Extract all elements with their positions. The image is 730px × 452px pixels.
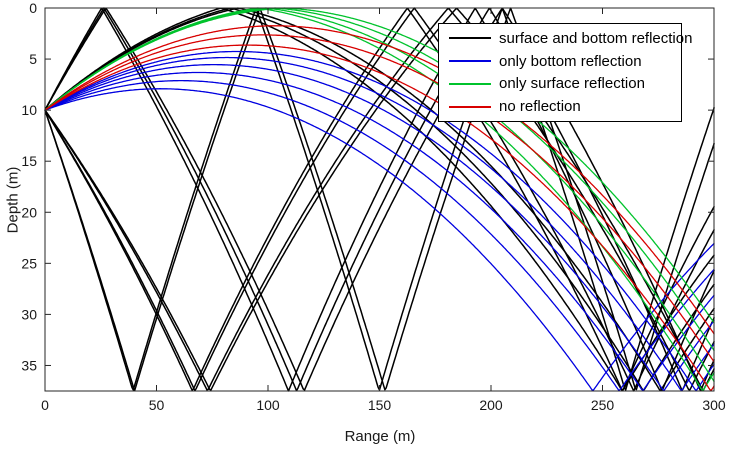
ray-path-group-0 [44, 7, 715, 392]
y-tick-label: 0 [29, 0, 37, 16]
ray-path-group-1 [44, 88, 715, 391]
y-tick-label: 10 [21, 102, 37, 118]
legend-line-sample [449, 37, 491, 40]
legend-entry-3: no reflection [439, 96, 681, 118]
legend-label: only surface reflection [499, 75, 645, 93]
ray-path-group-3 [44, 25, 715, 335]
ray-path-group-0 [44, 7, 715, 392]
legend-entry-0: surface and bottom reflection [439, 27, 692, 49]
ray-path-group-1 [44, 56, 715, 391]
ray-path-group-3 [44, 34, 715, 363]
x-tick-label: 150 [368, 397, 392, 413]
legend-line-sample [449, 105, 491, 108]
ray-path-group-0 [44, 7, 715, 392]
ray-path-group-0 [44, 7, 715, 392]
legend: surface and bottom reflection only bottom… [438, 23, 692, 122]
x-tick-label: 0 [41, 397, 49, 413]
ray-path-group-1 [44, 79, 715, 392]
x-tick-label: 300 [702, 397, 726, 413]
legend-line-sample [449, 60, 491, 63]
legend-entry-1: only bottom reflection [439, 50, 681, 72]
legend-entry-2: only surface reflection [439, 73, 681, 95]
y-tick-label: 15 [21, 153, 37, 169]
ray-path-group-1 [44, 50, 715, 391]
legend-label: only bottom reflection [499, 52, 642, 70]
legend-label: surface and bottom reflection [499, 29, 693, 47]
x-tick-label: 250 [591, 397, 615, 413]
ray-path-group-0 [44, 8, 715, 391]
x-tick-label: 100 [256, 397, 280, 413]
ray-path-group-1 [44, 71, 715, 392]
ray-path-group-1 [44, 63, 715, 391]
ray-path-group-0 [44, 7, 715, 392]
ray-path-group-0 [44, 7, 715, 391]
y-tick-label: 25 [21, 255, 37, 271]
y-tick-label: 35 [21, 357, 37, 373]
x-tick-label: 200 [479, 397, 503, 413]
x-tick-label: 50 [149, 397, 165, 413]
ray-path-group-3 [44, 44, 715, 391]
y-tick-label: 30 [21, 306, 37, 322]
y-tick-label: 20 [21, 204, 37, 220]
legend-label: no reflection [499, 98, 581, 116]
ray-path-group-0 [44, 7, 715, 392]
y-tick-label: 5 [29, 51, 37, 67]
x-axis-label: Range (m) [344, 428, 416, 445]
legend-line-sample [449, 82, 491, 85]
y-axis-label: Depth (m) [4, 166, 22, 234]
